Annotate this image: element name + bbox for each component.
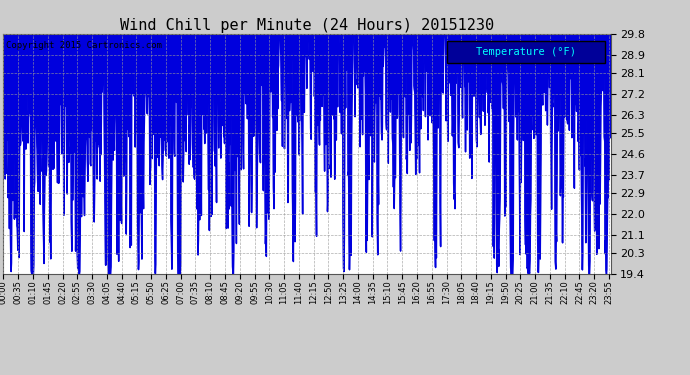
Text: Temperature (°F): Temperature (°F) (475, 47, 575, 57)
Title: Wind Chill per Minute (24 Hours) 20151230: Wind Chill per Minute (24 Hours) 2015123… (120, 18, 494, 33)
Text: Copyright 2015 Cartronics.com: Copyright 2015 Cartronics.com (6, 41, 162, 50)
FancyBboxPatch shape (446, 41, 604, 63)
